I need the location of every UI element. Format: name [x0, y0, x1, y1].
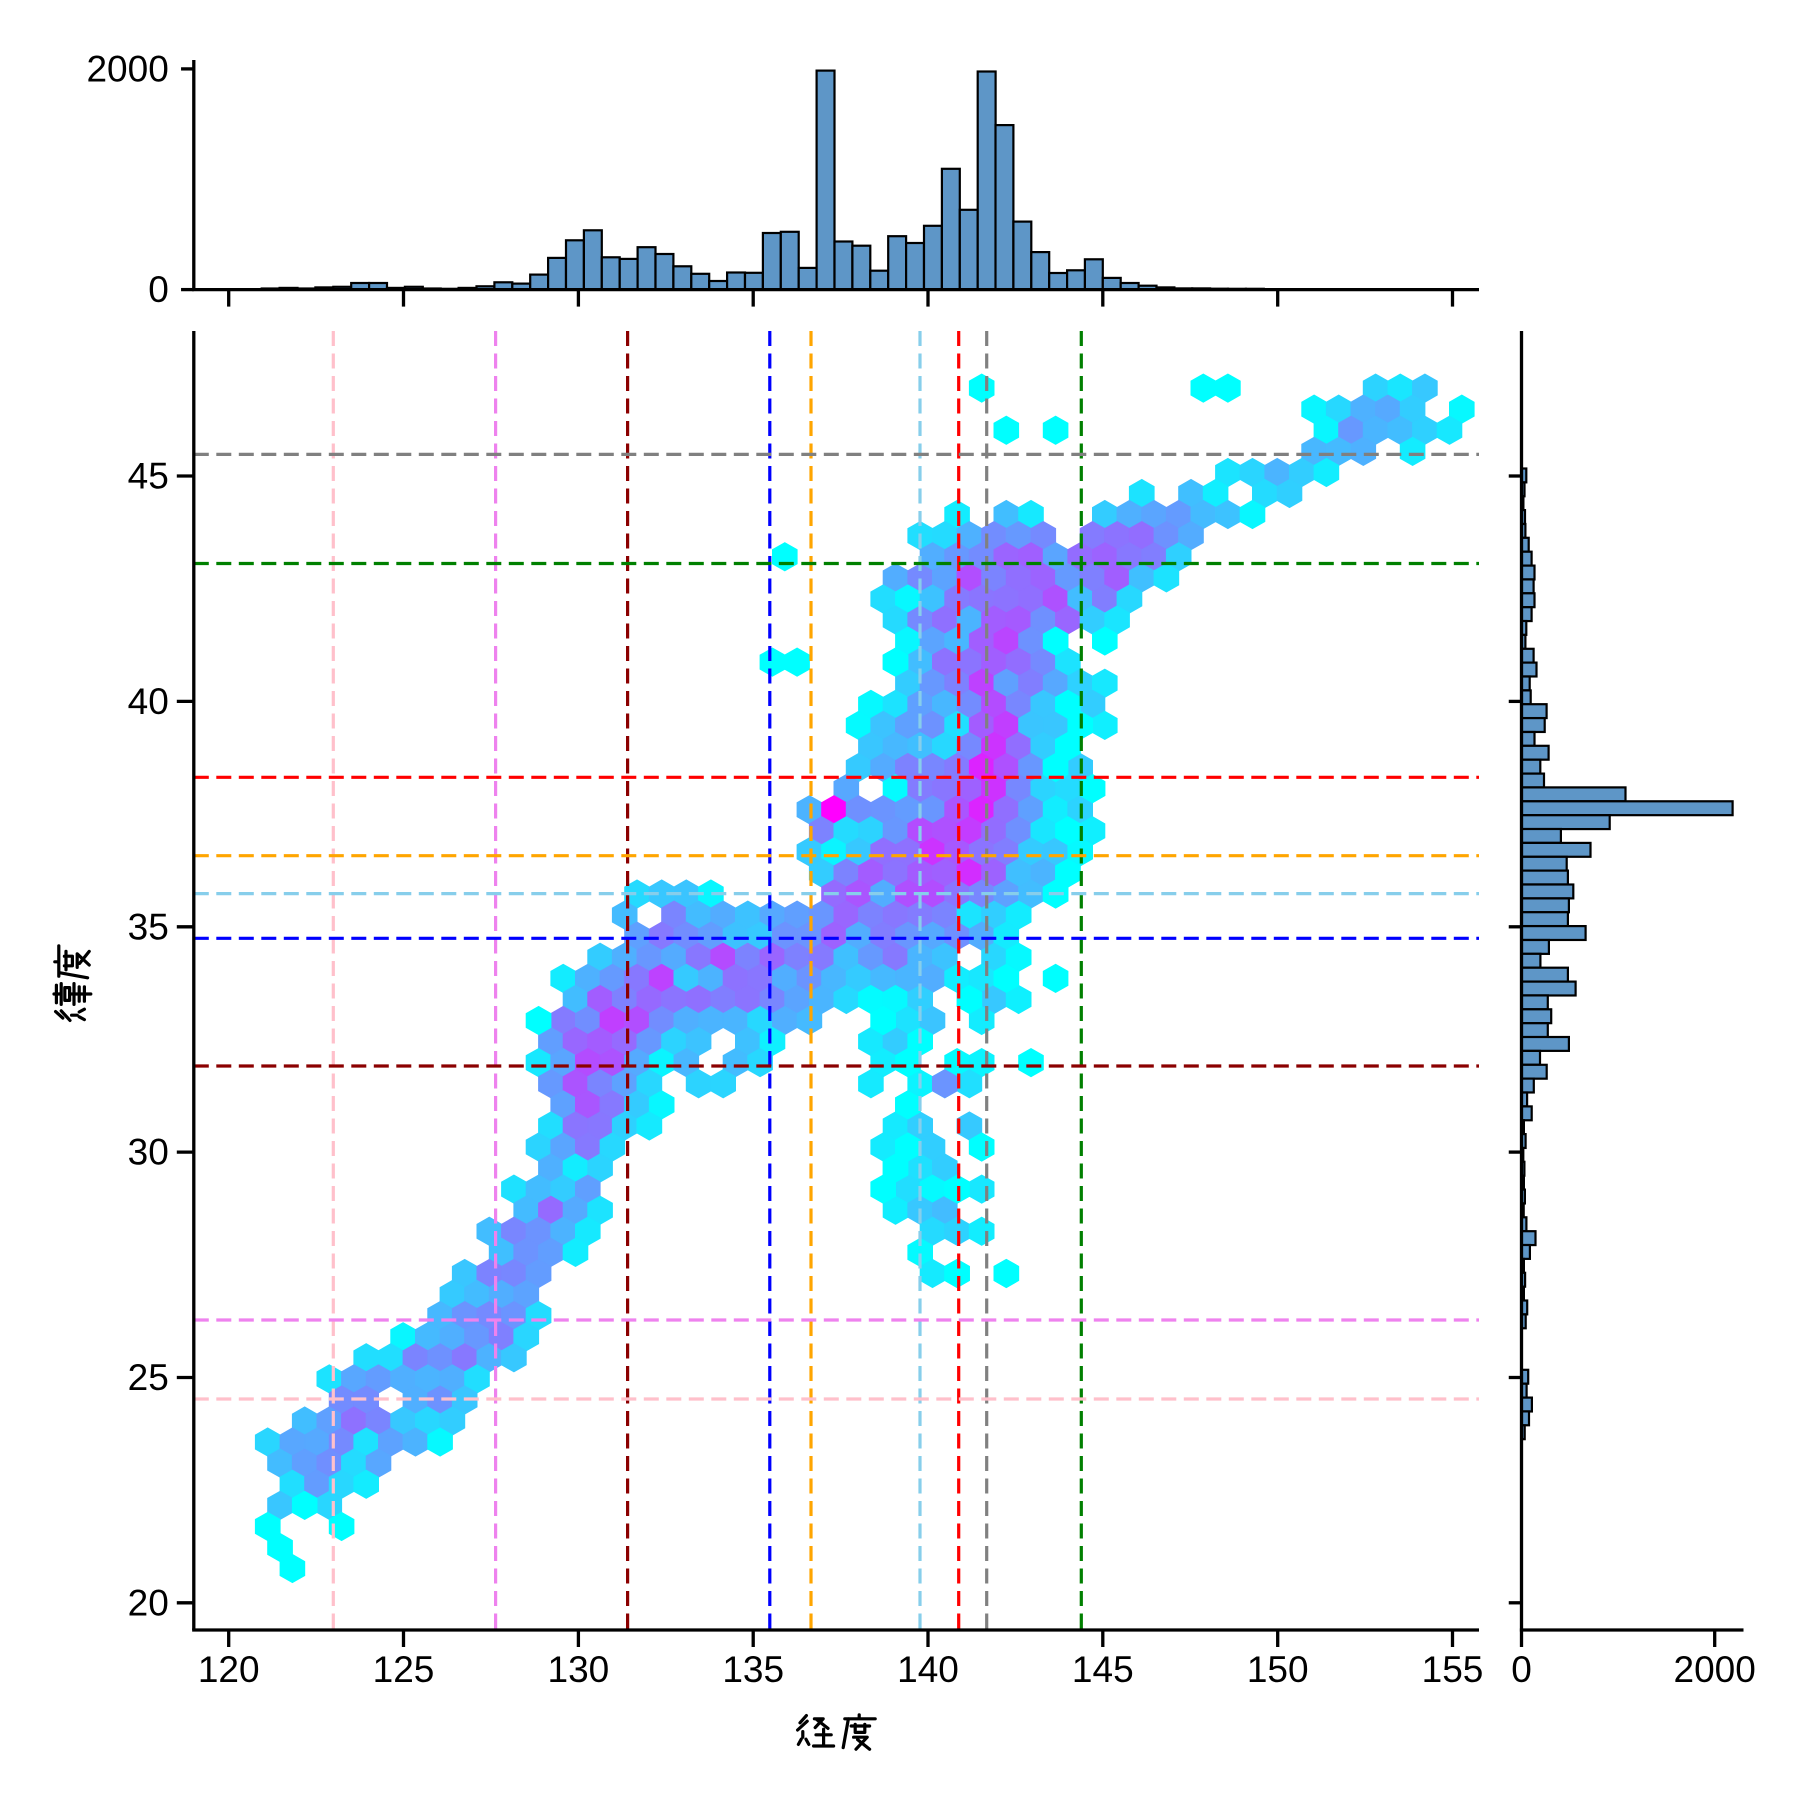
svg-text:140: 140 [897, 1649, 959, 1690]
svg-text:125: 125 [373, 1649, 435, 1690]
svg-text:2000: 2000 [86, 49, 168, 90]
svg-text:45: 45 [128, 456, 169, 497]
svg-text:145: 145 [1072, 1649, 1134, 1690]
svg-text:35: 35 [128, 906, 169, 947]
svg-text:30: 30 [128, 1132, 169, 1173]
svg-text:2000: 2000 [1674, 1649, 1756, 1690]
svg-text:40: 40 [128, 681, 169, 722]
svg-text:20: 20 [128, 1582, 169, 1623]
svg-text:120: 120 [198, 1649, 260, 1690]
svg-text:135: 135 [722, 1649, 784, 1690]
svg-text:25: 25 [128, 1357, 169, 1398]
svg-text:150: 150 [1247, 1649, 1309, 1690]
svg-text:130: 130 [548, 1649, 610, 1690]
svg-text:0: 0 [148, 269, 169, 310]
svg-text:155: 155 [1422, 1649, 1484, 1690]
svg-text:0: 0 [1511, 1649, 1532, 1690]
